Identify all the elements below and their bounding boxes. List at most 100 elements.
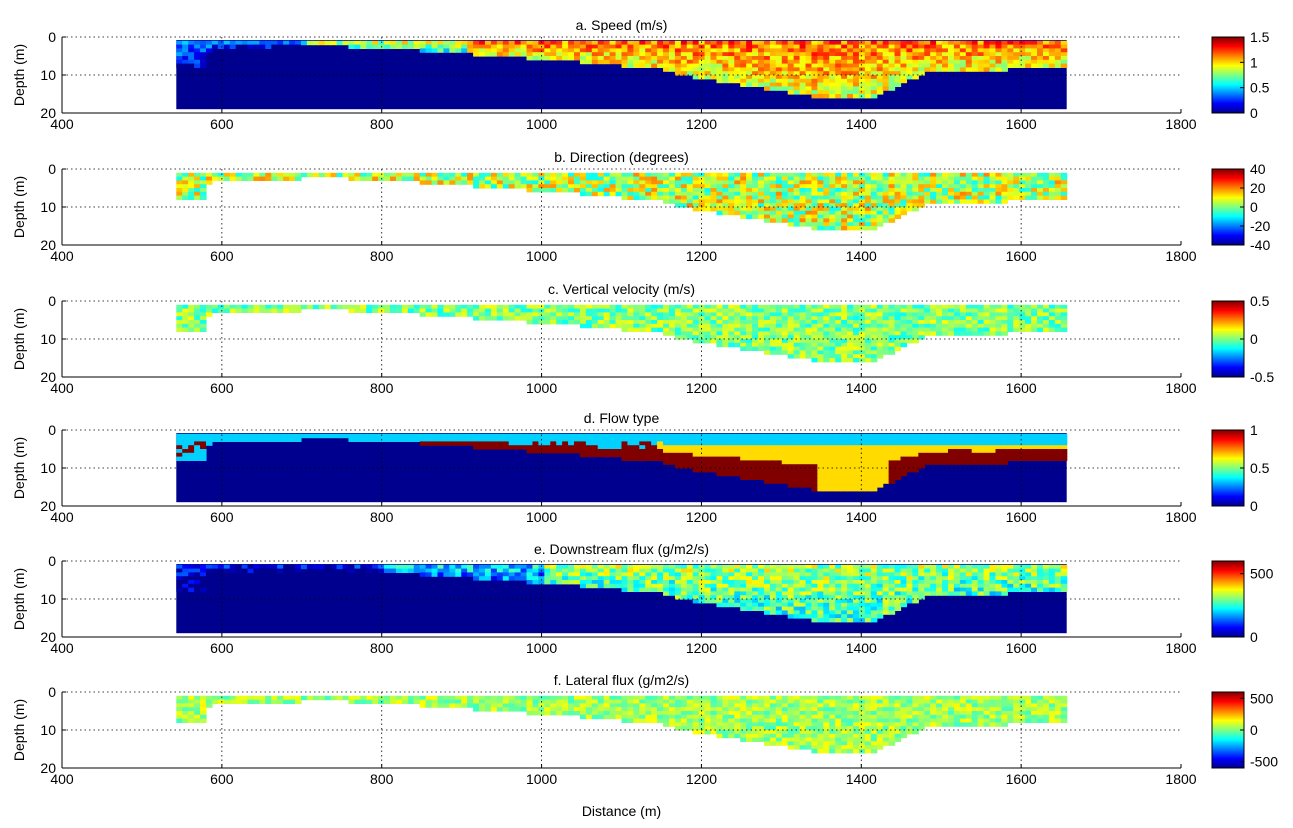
heatmap-cell [663,569,670,573]
heatmap-cell [627,569,634,573]
heatmap-cell [651,48,658,52]
heatmap-cell [716,434,723,438]
heatmap-cell [776,41,783,45]
heatmap-cell [811,618,818,622]
heatmap-cell [485,576,492,580]
heatmap-cell [705,56,712,60]
heatmap-cell [734,305,741,309]
heatmap-cell [521,438,528,442]
heatmap-cell [443,312,450,316]
heatmap-cell [841,347,848,351]
heatmap-cell [728,60,735,64]
heatmap-cell [924,441,931,445]
heatmap-cell [841,445,848,449]
heatmap-cell [1055,56,1062,60]
heatmap-cell [794,354,801,358]
heatmap-cell [752,305,759,309]
heatmap-cell [722,572,729,576]
heatmap-cell [663,188,670,192]
heatmap-cell [449,48,456,52]
heatmap-cell [972,48,979,52]
heatmap-cell [948,434,955,438]
heatmap-cell [829,67,836,71]
heatmap-cell [800,476,807,480]
heatmap-cell [681,441,688,445]
heatmap-cell [806,460,813,464]
heatmap-cell [776,441,783,445]
heatmap-cell [972,457,979,461]
heatmap-cell [847,354,854,358]
heatmap-cell [960,192,967,196]
heatmap-cell [556,320,563,324]
heatmap-cell [800,60,807,64]
heatmap-cell [699,188,706,192]
heatmap-cell [1055,320,1062,324]
heatmap-cell [550,312,557,316]
heatmap-cell [948,309,955,313]
heatmap-cell [301,173,308,177]
heatmap-cell [532,188,539,192]
heatmap-cell [485,52,492,56]
heatmap-cell [485,45,492,49]
x-tick-label: 1000 [526,116,557,132]
heatmap-cell [1001,457,1008,461]
heatmap-cell [853,211,860,215]
heatmap-cell [865,358,872,362]
heatmap-cell [1025,312,1032,316]
heatmap-cell [776,460,783,464]
heatmap-cell [1049,305,1056,309]
heatmap-cell [788,572,795,576]
heatmap-cell [776,607,783,611]
heatmap-cell [924,438,931,442]
heatmap-cell [259,565,266,569]
heatmap-cell [711,584,718,588]
heatmap-cell [473,434,480,438]
heatmap-cell [259,177,266,181]
heatmap-cell [1055,64,1062,68]
heatmap-cell [699,453,706,457]
heatmap-cell [782,215,789,219]
heatmap-cell [544,309,551,313]
heatmap-cell [455,572,462,576]
heatmap-cell [770,599,777,603]
heatmap-cell [437,177,444,181]
heatmap-cell [443,177,450,181]
heatmap-cell [1019,56,1026,60]
heatmap-cell [633,312,640,316]
heatmap-cell [972,445,979,449]
heatmap-cell [705,584,712,588]
heatmap-cell [847,569,854,573]
heatmap-cell [776,305,783,309]
heatmap-cell [960,180,967,184]
heatmap-cell [639,64,646,68]
heatmap-cell [414,569,421,573]
heatmap-cell [782,207,789,211]
heatmap-cell [853,309,860,313]
heatmap-cell [889,56,896,60]
heatmap-cell [871,75,878,79]
heatmap-cell [693,199,700,203]
heatmap-cell [960,324,967,328]
heatmap-cell [853,603,860,607]
heatmap-cell [960,41,967,45]
heatmap-cell [912,324,919,328]
heatmap-cell [384,305,391,309]
heatmap-cell [556,312,563,316]
heatmap-cell [823,83,830,87]
heatmap-cell [1043,441,1050,445]
heatmap-cell [918,52,925,56]
heatmap-cell [437,41,444,45]
heatmap-cell [550,316,557,320]
heatmap-cell [859,438,866,442]
heatmap-cell [776,207,783,211]
heatmap-cell [794,83,801,87]
heatmap-cell [936,196,943,200]
heatmap-cell [592,565,599,569]
heatmap-cell [966,41,973,45]
heatmap-cell [978,331,985,335]
heatmap-cell [639,588,646,592]
heatmap-cell [883,52,890,56]
heatmap-cell [877,45,884,49]
heatmap-cell [841,207,848,211]
heatmap-cell [687,328,694,332]
